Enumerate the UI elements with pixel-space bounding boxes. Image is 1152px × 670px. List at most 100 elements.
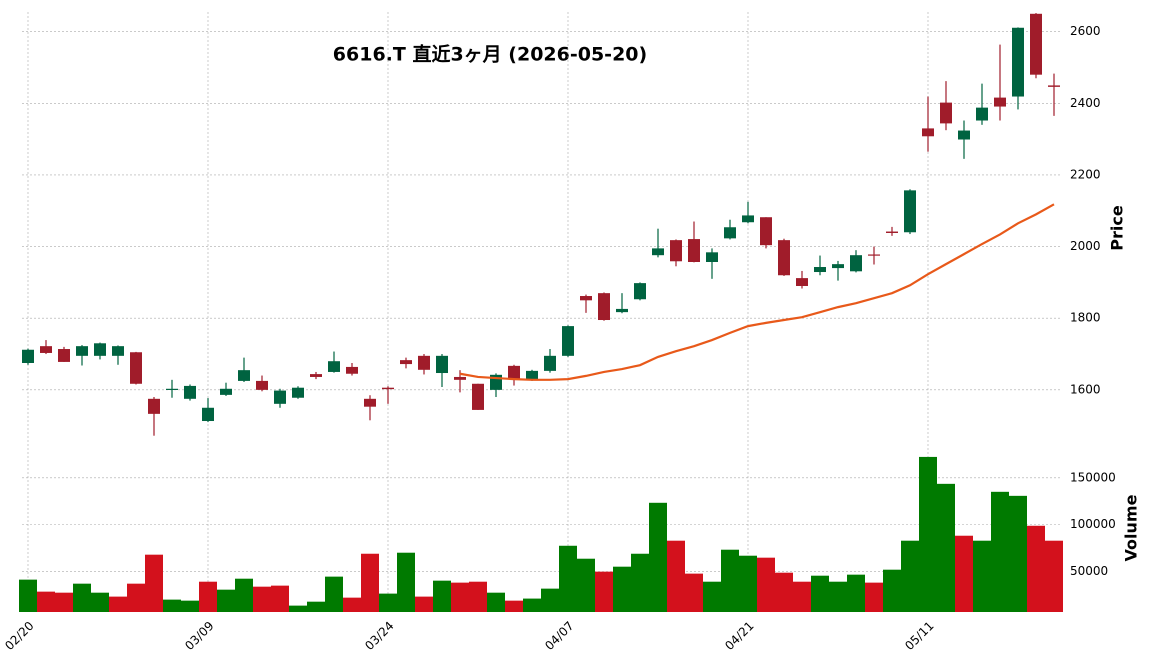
volume-bar	[469, 581, 487, 612]
candle-body	[526, 370, 538, 380]
volume-bar	[829, 581, 847, 612]
volume-bar	[163, 599, 181, 612]
y-tick-label: 2000	[1070, 239, 1101, 253]
candle-body	[274, 390, 286, 404]
volume-bar	[577, 558, 595, 612]
candle-body	[958, 130, 970, 140]
volume-bar	[181, 600, 199, 612]
volume-bar	[109, 596, 127, 612]
volume-bar	[901, 540, 919, 612]
volume-bar	[973, 540, 991, 612]
candle-body	[400, 360, 412, 365]
x-tick-label: 03/09	[182, 619, 216, 653]
volume-bar	[19, 579, 37, 612]
candle-body	[58, 349, 70, 362]
candle-body	[670, 240, 682, 262]
volume-bar	[1009, 495, 1027, 612]
volume-bar	[1045, 540, 1063, 612]
candle-body	[544, 355, 556, 371]
candle-body	[616, 308, 628, 313]
candle-body	[922, 128, 934, 137]
volume-bar	[235, 578, 253, 612]
candle-body	[148, 398, 160, 414]
volume-bar	[883, 569, 901, 612]
volume-bar	[271, 585, 289, 612]
candle-body	[832, 264, 844, 269]
volume-bar	[865, 582, 883, 612]
candle-body	[814, 267, 826, 273]
volume-bar	[919, 456, 937, 612]
volume-bar	[199, 581, 217, 612]
candle-body	[310, 374, 322, 377]
volume-axis-label: Volume	[1122, 494, 1141, 561]
moving-average-line	[459, 203, 1055, 381]
volume-bar	[703, 581, 721, 612]
volume-bar	[217, 589, 235, 612]
volume-bar	[523, 598, 541, 612]
candle-body	[688, 239, 700, 262]
candle-body	[292, 387, 304, 398]
volume-bar	[433, 580, 451, 612]
volume-bar	[937, 483, 955, 612]
candle-body	[742, 215, 754, 223]
volume-bar	[343, 597, 361, 612]
candle-body	[1012, 27, 1024, 97]
y-axis-label: Price	[1108, 205, 1127, 251]
candle-body	[868, 254, 880, 256]
volume-bar	[541, 588, 559, 612]
volume-bar	[289, 605, 307, 612]
candle-body	[724, 227, 736, 239]
y-tick-label: 1800	[1070, 311, 1101, 325]
volume-bar	[721, 549, 739, 612]
y-tick-label: 2600	[1070, 24, 1101, 38]
volume-bar	[955, 535, 973, 612]
volume-bar	[397, 552, 415, 612]
candle-body	[328, 361, 340, 372]
candle-body	[796, 278, 808, 286]
candle-body	[598, 293, 610, 321]
candle-body	[850, 255, 862, 272]
volume-bar	[145, 554, 163, 612]
volume-bar	[253, 586, 271, 612]
volume-bar	[415, 596, 433, 612]
candle-body	[904, 190, 916, 233]
volume-bar	[757, 557, 775, 612]
candle-body	[760, 217, 772, 246]
y-tick-label: 2200	[1070, 167, 1101, 181]
x-tick-label: 03/24	[362, 619, 396, 653]
candle-body	[508, 365, 520, 380]
volume-bar	[91, 592, 109, 612]
volume-tick-label: 150000	[1070, 470, 1116, 484]
candle-body	[256, 380, 268, 390]
volume-bar	[487, 592, 505, 612]
x-tick-label: 04/07	[542, 619, 576, 653]
candle-body	[778, 240, 790, 276]
candle-body	[418, 355, 430, 370]
volume-bar	[55, 592, 73, 612]
candle-body	[40, 346, 52, 353]
x-tick-label: 02/20	[2, 619, 36, 653]
candle-body	[652, 248, 664, 256]
candle-body	[940, 102, 952, 124]
volume-bar	[811, 575, 829, 612]
candle-body	[346, 366, 358, 374]
candle-body	[454, 376, 466, 380]
candle-body	[580, 296, 592, 301]
candle-body	[1048, 85, 1060, 87]
x-tick-label: 05/11	[902, 619, 936, 653]
candle-body	[94, 343, 106, 356]
candle-body	[166, 388, 178, 390]
candle-body	[220, 388, 232, 395]
candle-body	[1030, 13, 1042, 75]
candle-body	[130, 352, 142, 384]
volume-tick-label: 50000	[1070, 564, 1108, 578]
candle-body	[886, 231, 898, 233]
candle-body	[994, 97, 1006, 107]
candle-body	[436, 355, 448, 374]
volume-bar	[361, 553, 379, 612]
volume-bar	[451, 582, 469, 612]
volume-bar	[649, 502, 667, 612]
candle-body	[202, 407, 214, 422]
volume-bar	[667, 540, 685, 612]
